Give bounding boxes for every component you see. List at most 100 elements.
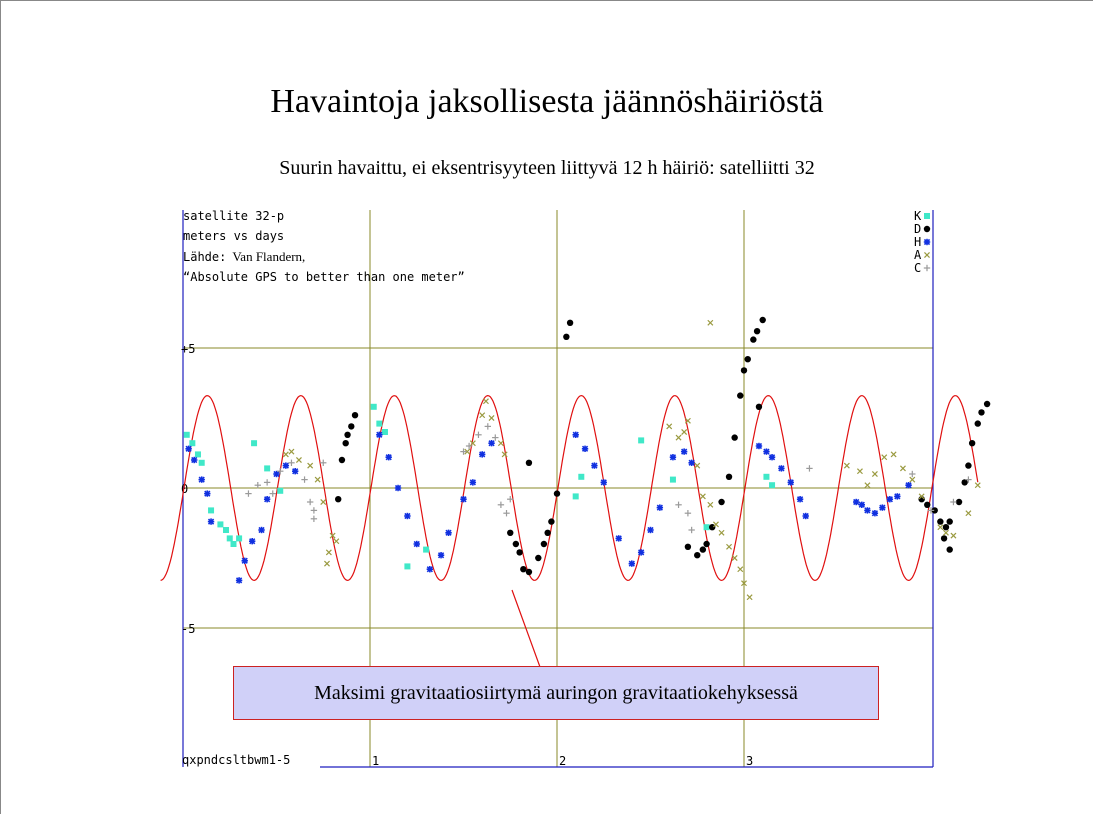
point-C-25 — [950, 498, 957, 506]
series-K — [183, 403, 776, 570]
point-A-44 — [965, 510, 972, 517]
point-A-21 — [694, 462, 701, 469]
source-author: Van Flandern, — [232, 249, 305, 264]
point-C-12 — [465, 442, 473, 450]
point-K-21 — [669, 476, 676, 483]
point-H-46 — [864, 507, 871, 514]
point-H-48 — [879, 504, 886, 511]
point-H-47 — [871, 510, 879, 517]
legend-label-A: A — [914, 248, 922, 262]
point-D-10 — [520, 566, 527, 573]
chart-footer-id: qxpndcsltbwm1-5 — [182, 753, 290, 767]
point-H-32 — [647, 526, 654, 534]
point-D-2 — [342, 440, 349, 447]
x-tick-label-2: 2 — [559, 754, 566, 768]
point-A-40 — [918, 493, 925, 500]
point-H-28 — [600, 479, 607, 486]
y-tick-label--5: -5 — [181, 622, 195, 636]
point-H-38 — [763, 448, 770, 455]
point-D-1 — [338, 456, 346, 464]
point-H-29 — [615, 535, 622, 542]
point-D-36 — [931, 507, 938, 514]
point-H-42 — [796, 496, 804, 503]
point-A-35 — [871, 471, 878, 477]
point-D-41 — [961, 479, 968, 486]
point-A-12 — [479, 412, 486, 419]
point-H-6 — [241, 557, 248, 564]
point-C-3 — [269, 490, 276, 497]
point-A-0 — [282, 451, 289, 458]
x-tick-label-1: 1 — [372, 754, 379, 768]
point-C-22 — [806, 465, 813, 472]
point-D-24 — [718, 498, 725, 506]
point-H-8 — [258, 526, 265, 534]
point-A-36 — [881, 454, 888, 461]
point-K-20 — [638, 437, 645, 444]
point-D-31 — [753, 328, 761, 335]
point-A-18 — [675, 434, 682, 441]
point-H-39 — [768, 454, 776, 461]
point-K-3 — [198, 459, 205, 466]
point-D-37 — [937, 518, 944, 525]
point-D-26 — [731, 434, 738, 441]
point-A-11 — [469, 440, 476, 447]
point-D-7 — [507, 529, 514, 536]
point-C-18 — [507, 496, 514, 503]
slide-title: Havaintoja jaksollisesta jäännöshäiriöst… — [270, 83, 824, 120]
point-K-2 — [194, 451, 201, 458]
point-D-20 — [694, 552, 701, 559]
point-K-24 — [769, 482, 776, 489]
point-D-25 — [725, 473, 733, 480]
point-H-7 — [248, 538, 256, 545]
point-A-4 — [314, 476, 321, 483]
point-H-30 — [628, 560, 635, 567]
point-A-30 — [746, 594, 753, 601]
point-A-22 — [699, 493, 706, 500]
point-H-5 — [235, 577, 243, 584]
point-D-21 — [699, 546, 707, 553]
point-H-0 — [185, 445, 192, 452]
point-A-16 — [501, 451, 508, 458]
point-H-23 — [479, 451, 486, 458]
source-label: Lähde: — [183, 250, 226, 264]
point-H-31 — [637, 549, 645, 556]
point-A-29 — [741, 580, 747, 587]
point-D-45 — [978, 409, 985, 416]
chart-text: satellite 32-p meters vs days Lähde: Van … — [182, 209, 465, 767]
point-C-5 — [288, 459, 295, 466]
point-A-2 — [295, 457, 302, 463]
point-H-16 — [404, 512, 411, 520]
point-C-16 — [497, 501, 505, 508]
points-layer — [183, 316, 991, 601]
point-K-1 — [189, 440, 196, 447]
series-H — [185, 431, 912, 584]
point-K-19 — [578, 473, 585, 480]
point-C-7 — [306, 498, 314, 506]
point-A-24 — [712, 521, 719, 528]
point-D-22 — [703, 540, 710, 548]
callout-box: Maksimi gravitaatiosiirtymä auringon gra… — [233, 666, 879, 720]
point-H-10 — [273, 470, 280, 478]
point-C-17 — [503, 510, 510, 517]
point-H-15 — [394, 484, 402, 492]
legend-marker-A — [924, 252, 930, 258]
point-H-40 — [778, 465, 785, 472]
point-A-38 — [899, 465, 906, 472]
point-A-6 — [329, 532, 336, 539]
point-H-19 — [437, 552, 445, 559]
point-A-45 — [974, 482, 981, 489]
point-K-7 — [226, 535, 233, 542]
point-K-22 — [703, 524, 710, 531]
legend-marker-D — [923, 225, 931, 233]
point-D-4 — [348, 423, 355, 430]
point-D-33 — [755, 403, 763, 410]
point-H-35 — [680, 448, 688, 455]
point-D-39 — [946, 518, 953, 525]
point-C-10 — [320, 459, 327, 466]
point-C-13 — [475, 431, 482, 438]
callout-text: Maksimi gravitaatiosiirtymä auringon gra… — [314, 681, 798, 704]
point-A-25 — [718, 529, 725, 536]
point-H-44 — [853, 498, 860, 506]
point-D-46 — [983, 400, 991, 408]
point-A-20 — [684, 417, 691, 424]
